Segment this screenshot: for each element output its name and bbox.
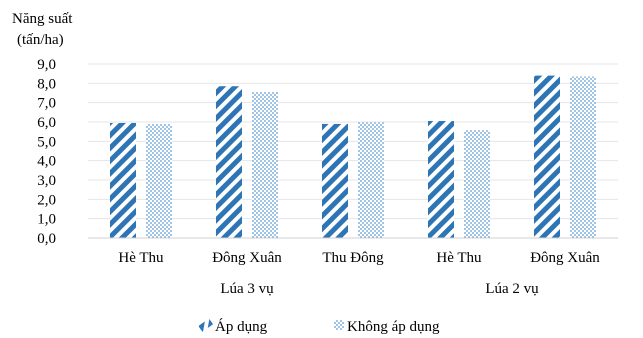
y-tick-label: 8,0 — [37, 76, 56, 92]
legend-swatch-dots — [334, 320, 344, 330]
bar-khong-ap-dung — [252, 92, 278, 239]
y-tick-label: 9,0 — [37, 57, 56, 73]
bar-khong-ap-dung — [146, 123, 172, 238]
gridlines — [88, 63, 618, 220]
legend-item-khong-ap-dung: Không áp dụng — [334, 319, 440, 335]
bar-khong-ap-dung — [570, 76, 596, 238]
bar-ap-dung — [534, 75, 560, 238]
y-tick-label: 6,0 — [37, 115, 56, 131]
x-group-label: Lúa 2 vụ — [485, 281, 539, 297]
y-tick-label: 2,0 — [37, 192, 56, 208]
legend-item-ap-dung: Áp dụng — [198, 318, 268, 335]
y-tick-label: 0,0 — [37, 231, 56, 247]
x-category-label: Hè Thu — [118, 250, 164, 266]
x-category-label: Đông Xuân — [530, 250, 600, 266]
legend-label-khong-ap-dung: Không áp dụng — [347, 319, 440, 335]
x-axis-category-labels: Hè Thu Đông Xuân Thu Đông Hè Thu Đông Xuân — [118, 250, 600, 266]
legend-label-ap-dung: Áp dụng — [215, 318, 268, 335]
x-category-label: Hè Thu — [436, 250, 482, 266]
bars — [110, 75, 596, 239]
y-axis-title-line-2: (tấn/ha) — [17, 32, 64, 48]
x-category-label: Đông Xuân — [212, 250, 282, 266]
y-tick-label: 4,0 — [37, 154, 56, 170]
legend: Áp dụng Không áp dụng — [198, 318, 440, 335]
bar-ap-dung — [428, 121, 454, 238]
bar-ap-dung — [322, 123, 348, 238]
bar-khong-ap-dung — [464, 130, 490, 238]
legend-swatch-stripes — [198, 318, 214, 332]
x-axis-group-labels: Lúa 3 vụ Lúa 2 vụ — [220, 281, 539, 297]
x-category-label: Thu Đông — [322, 250, 384, 266]
y-axis-title-line-1: Năng suất — [12, 11, 73, 27]
x-group-label: Lúa 3 vụ — [220, 281, 274, 297]
y-tick-label: 1,0 — [37, 212, 56, 228]
bar-ap-dung — [110, 122, 136, 238]
y-tick-label: 5,0 — [37, 134, 56, 150]
bar-khong-ap-dung — [358, 122, 384, 238]
y-tick-label: 7,0 — [37, 96, 56, 112]
y-tick-label: 3,0 — [37, 173, 56, 189]
y-axis-tick-labels: 0,0 1,0 2,0 3,0 4,0 5,0 6,0 7,0 8,0 9,0 — [37, 57, 56, 247]
bar-ap-dung — [216, 86, 242, 238]
